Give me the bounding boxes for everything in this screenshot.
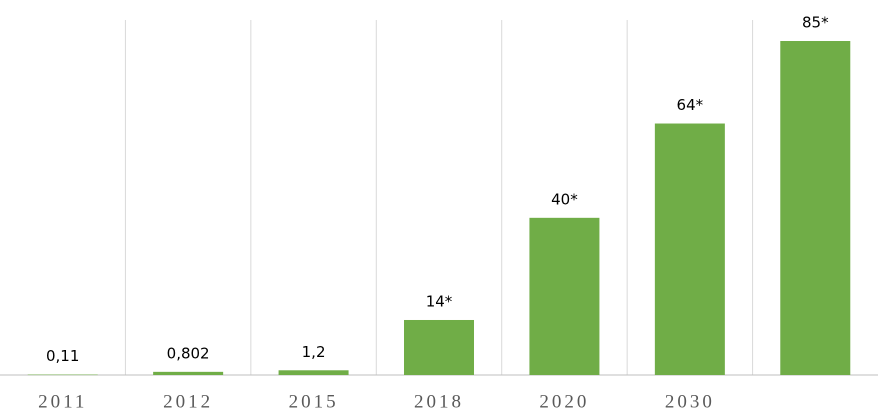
data-label: 14* [426, 292, 453, 310]
bar [153, 371, 224, 375]
data-label: 64* [677, 96, 704, 114]
bar [529, 217, 600, 375]
x-tick-label: 2030 [665, 391, 715, 412]
bar [780, 41, 851, 375]
bar [278, 370, 349, 375]
data-label: 85* [802, 14, 829, 32]
data-label: 1,2 [302, 343, 326, 361]
x-tick-label: 2011 [38, 391, 87, 412]
x-tick-label: 2018 [414, 391, 464, 412]
x-tick-label: 2020 [539, 391, 589, 412]
data-label: 0,11 [46, 347, 79, 365]
bar [404, 319, 474, 375]
bar [654, 123, 725, 376]
x-tick-label: 2015 [289, 391, 339, 412]
x-tick-label: 2012 [163, 391, 213, 412]
data-label: 40* [551, 190, 578, 208]
bar [27, 374, 98, 376]
data-label: 0,802 [167, 344, 210, 362]
